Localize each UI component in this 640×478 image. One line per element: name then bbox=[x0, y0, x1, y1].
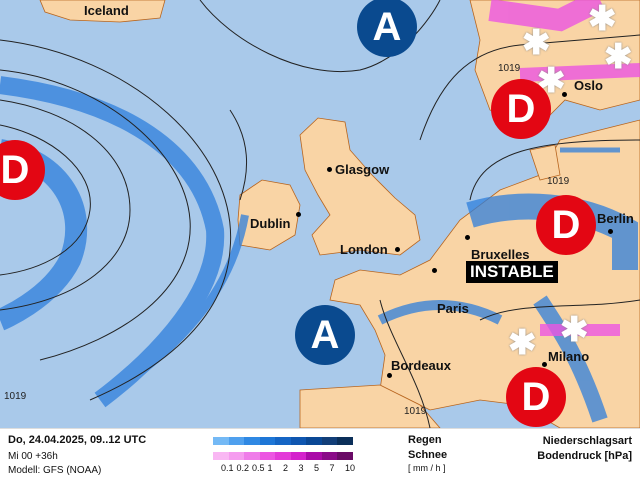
snow-icon: ✱ bbox=[588, 0, 617, 38]
city-dot bbox=[562, 92, 567, 97]
snow-scale-swatch bbox=[306, 452, 322, 460]
low-pressure-marker: D bbox=[491, 79, 551, 139]
unit-label: [ mm / h ] bbox=[408, 463, 446, 473]
city-dot bbox=[387, 373, 392, 378]
city-dot bbox=[465, 235, 470, 240]
city-label-bruxelles: Bruxelles bbox=[471, 247, 530, 262]
isobar-label: 1019 bbox=[4, 391, 27, 402]
rain-label: Regen bbox=[408, 434, 442, 446]
low-pressure-marker: D bbox=[506, 367, 566, 427]
scale-tick-label: 2 bbox=[283, 463, 289, 473]
rain-scale-swatch bbox=[259, 437, 275, 445]
scale-tick-label: 1 bbox=[267, 463, 273, 473]
rain-scale-swatch bbox=[275, 437, 291, 445]
snow-icon: ✱ bbox=[560, 311, 589, 349]
denmark bbox=[529, 144, 561, 181]
snow-scale-swatch bbox=[213, 452, 229, 460]
legend-footer: Do, 24.04.2025, 09..12 UTC Mi 00 +36h Mo… bbox=[0, 428, 640, 478]
rain-scale-swatch bbox=[321, 437, 337, 445]
scale-tick-label: 3 bbox=[298, 463, 304, 473]
rain-scale-swatch bbox=[306, 437, 322, 445]
iberia bbox=[299, 384, 441, 428]
city-label-dublin: Dublin bbox=[250, 216, 291, 231]
high-pressure-marker: A bbox=[357, 0, 417, 57]
great-britain bbox=[299, 117, 421, 256]
model-name: Modell: GFS (NOAA) bbox=[8, 465, 102, 476]
city-label-bordeaux: Bordeaux bbox=[391, 358, 451, 373]
snow-scale-swatch bbox=[290, 452, 306, 460]
scale-tick-label: 0.2 bbox=[236, 463, 250, 473]
snow-scale-swatch bbox=[244, 452, 260, 460]
rain-scale-swatch bbox=[213, 437, 229, 445]
legend-title-precip-type: Niederschlagsart bbox=[542, 435, 632, 447]
region-label-iceland: Iceland bbox=[84, 3, 129, 18]
city-dot bbox=[296, 212, 301, 217]
snow-icon: ✱ bbox=[604, 38, 633, 76]
snow-color-scale bbox=[213, 452, 353, 460]
scale-tick-label: 10 bbox=[345, 463, 356, 473]
snow-scale-swatch bbox=[321, 452, 337, 460]
high-pressure-marker: A bbox=[295, 305, 355, 365]
scale-tick-label: 7 bbox=[329, 463, 335, 473]
low-pressure-marker: D bbox=[536, 195, 596, 255]
rain-scale-swatch bbox=[244, 437, 260, 445]
city-label-london: London bbox=[340, 242, 388, 257]
rain-color-scale bbox=[213, 437, 353, 445]
isobar-label: 1019 bbox=[547, 176, 570, 187]
city-label-milano: Milano bbox=[548, 349, 590, 364]
rain-scale-swatch bbox=[337, 437, 353, 445]
scale-tick-label: 5 bbox=[314, 463, 320, 473]
isobar-label: 1019 bbox=[404, 406, 427, 417]
snow-scale-swatch bbox=[228, 452, 244, 460]
snow-scale-swatch bbox=[337, 452, 353, 460]
forecast-date: Do, 24.04.2025, 09..12 UTC bbox=[8, 434, 147, 446]
rain-scale-swatch bbox=[290, 437, 306, 445]
snow-areas bbox=[488, 0, 640, 336]
model-run: Mi 00 +36h bbox=[8, 451, 58, 462]
snow-icon: ✱ bbox=[522, 24, 551, 62]
isobar-label: 1019 bbox=[498, 63, 521, 74]
scale-tick-label: 0.1 bbox=[221, 463, 234, 473]
snow-scale-swatch bbox=[259, 452, 275, 460]
city-dot bbox=[327, 167, 332, 172]
snow-scale-swatch bbox=[275, 452, 291, 460]
city-dot bbox=[395, 247, 400, 252]
scale-tick-label: 0.5 bbox=[252, 463, 265, 473]
city-label-glasgow: Glasgow bbox=[335, 162, 390, 177]
city-label-paris: Paris bbox=[437, 301, 469, 316]
city-dot bbox=[608, 229, 613, 234]
city-label-oslo: Oslo bbox=[574, 78, 603, 93]
city-dot bbox=[432, 268, 437, 273]
isobars bbox=[0, 0, 640, 428]
snow-icon: ✱ bbox=[508, 324, 537, 362]
snow-label: Schnee bbox=[408, 449, 448, 461]
legend-title-pressure: Bodendruck [hPa] bbox=[537, 450, 632, 462]
rain-scale-swatch bbox=[228, 437, 244, 445]
instable-annotation: INSTABLE bbox=[466, 261, 558, 283]
iceland bbox=[39, 0, 166, 23]
city-label-berlin: Berlin bbox=[597, 211, 634, 226]
city-dot bbox=[542, 362, 547, 367]
